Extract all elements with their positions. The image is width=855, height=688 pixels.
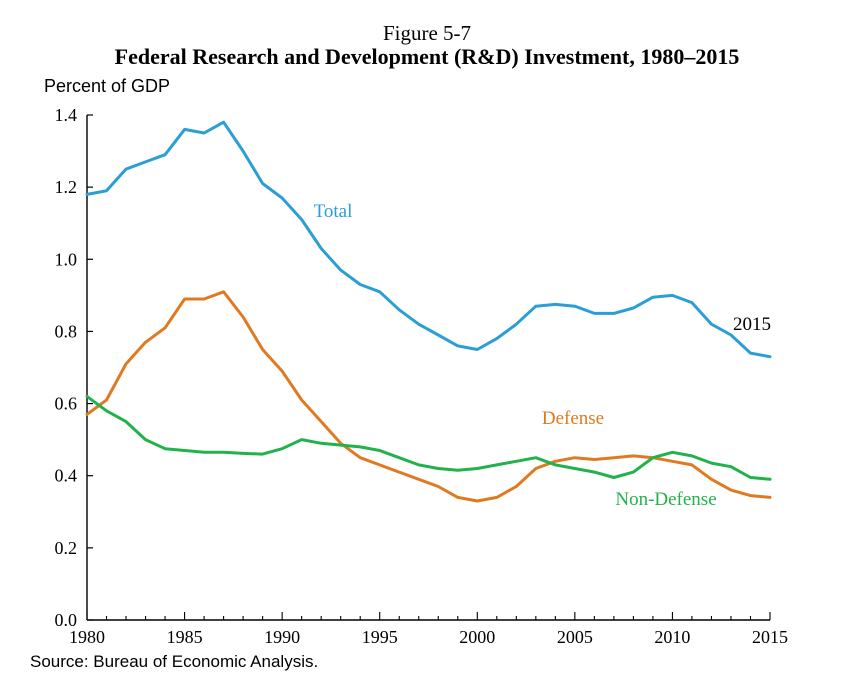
y-tick-label: 0.0: [55, 610, 78, 630]
axes: 0.0 0.2 0.4 0.6 0.8 1.0 1.2 1.4 1980 1985 1990 1995…: [55, 105, 789, 647]
y-tick-label: 0.6: [55, 394, 78, 414]
series-lines: [85, 120, 772, 503]
y-tick-label: 0.2: [55, 538, 78, 558]
chart-title: Federal Research and Development (R&D) I…: [115, 44, 740, 69]
y-tick-label: 1.4: [55, 105, 78, 125]
x-tick-label: 1980: [69, 627, 105, 647]
x-tick-label: 2005: [557, 627, 593, 647]
x-tick-label: 2010: [654, 627, 690, 647]
series-line-total: [85, 120, 772, 359]
series-line-non-defense: [85, 394, 772, 481]
y-tick-label: 0.8: [55, 321, 78, 341]
figure-label: Figure 5-7: [383, 21, 471, 45]
y-tick-label: 0.4: [55, 466, 78, 486]
x-tick-label: 1985: [167, 627, 203, 647]
series-annotation: 2015: [733, 314, 771, 335]
x-tick-label: 2015: [752, 627, 788, 647]
y-tick-label: 1.2: [55, 177, 78, 197]
x-tick-label: 2000: [459, 627, 495, 647]
series-annotation: Defense: [542, 408, 604, 429]
series-annotation: Total: [314, 201, 353, 222]
x-tick-label: 1995: [362, 627, 398, 647]
x-tick-label: 1990: [264, 627, 300, 647]
source-note: Source: Bureau of Economic Analysis.: [30, 652, 318, 671]
y-tick-label: 1.0: [55, 249, 78, 269]
y-axis-label: Percent of GDP: [44, 76, 170, 96]
annotations: Total Defense Non-Defense 2015: [314, 201, 771, 510]
series-line-defense: [85, 290, 772, 503]
series-annotation: Non-Defense: [615, 489, 716, 510]
